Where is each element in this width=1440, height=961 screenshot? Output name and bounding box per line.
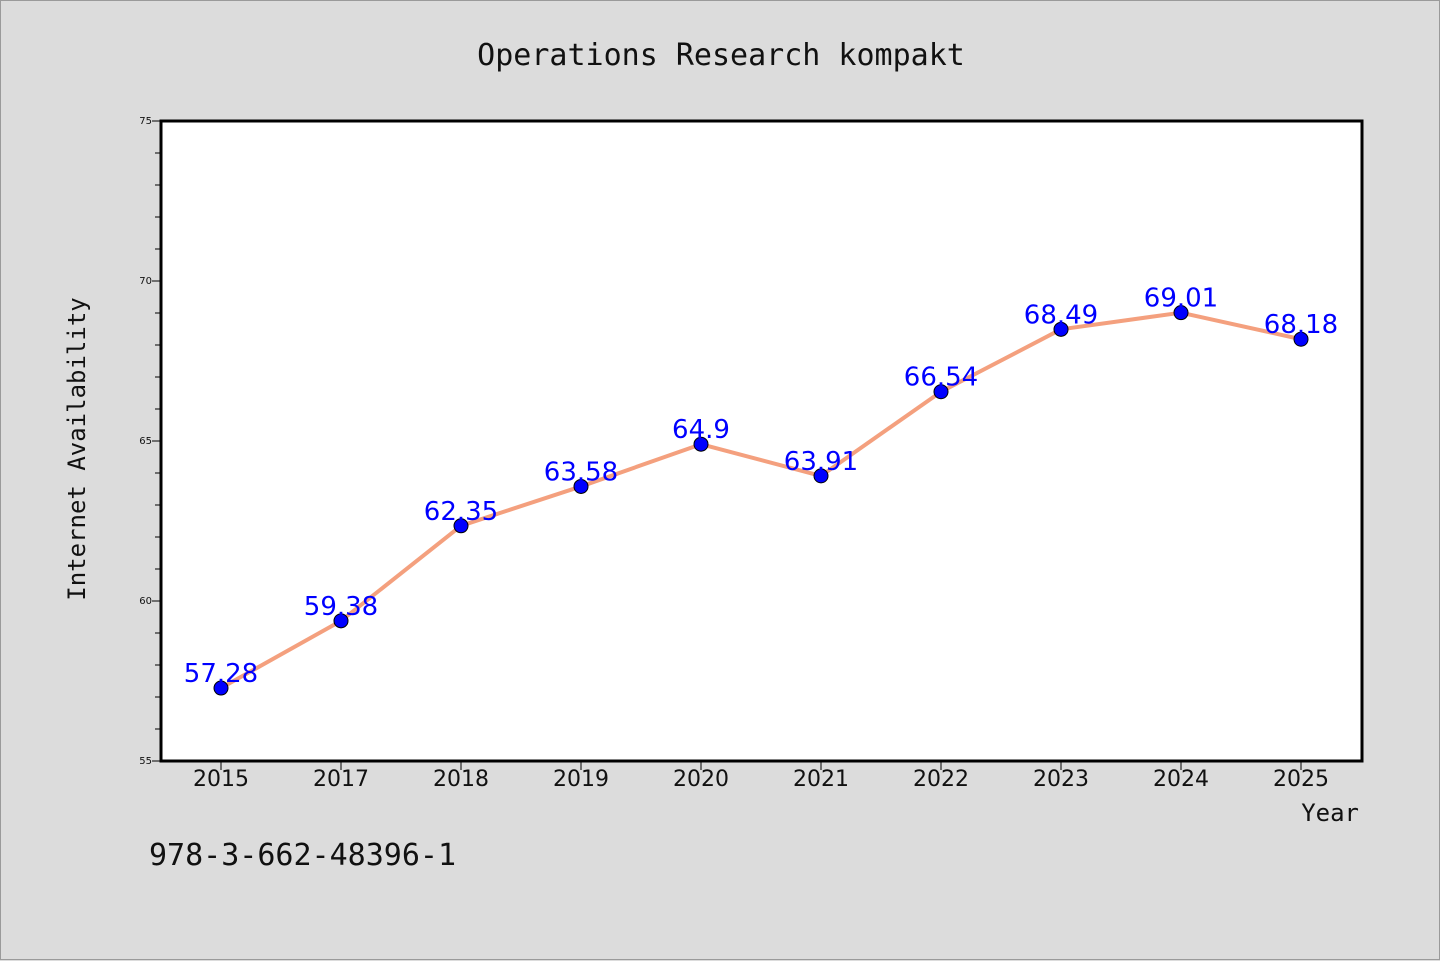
y-axis-label: Internet Availability: [63, 297, 91, 600]
data-label: 57.28: [184, 659, 258, 689]
data-point: [1053, 321, 1069, 337]
data-label: 69.01: [1144, 284, 1218, 314]
series-line: [219, 310, 1303, 691]
data-label: 63.58: [544, 457, 618, 487]
data-point: [1293, 331, 1309, 347]
x-tick-label: 2015: [193, 767, 249, 792]
data-label: 64.9: [672, 415, 730, 445]
data-point: [573, 478, 589, 494]
data-point: [213, 680, 229, 696]
isbn-footer: 978-3-662-48396-1: [149, 838, 456, 873]
y-tick-label: 70: [139, 276, 152, 287]
x-tick-label: 2021: [793, 767, 849, 792]
data-point: [453, 518, 469, 534]
x-tick-label: 2023: [1033, 767, 1089, 792]
data-label: 68.49: [1024, 300, 1098, 330]
data-point: [1173, 305, 1189, 321]
data-label: 66.54: [904, 363, 978, 393]
data-point: [333, 613, 349, 629]
x-tick-label: 2024: [1153, 767, 1209, 792]
x-tick-label: 2022: [913, 767, 969, 792]
y-tick-label: 55: [139, 756, 152, 767]
x-tick-label: 2018: [433, 767, 489, 792]
data-label: 59.38: [304, 592, 378, 622]
x-axis: 2015 2017 2018 2019 2020 2021 2022 2023 2024 2025: [193, 761, 1329, 792]
data-series: 57.28 59.38 62.35 63.58 64.9 63.91 66.54 68.49 6…: [184, 284, 1338, 696]
y-tick-label: 60: [139, 596, 152, 607]
data-point: [813, 468, 829, 484]
x-axis-label: Year: [1301, 799, 1359, 827]
data-label: 63.91: [784, 447, 858, 477]
x-tick-label: 2025: [1273, 767, 1329, 792]
y-tick-label: 75: [139, 116, 152, 127]
data-point: [933, 384, 949, 400]
plot-area: [159, 119, 1364, 763]
data-label: 62.35: [424, 497, 498, 527]
data-point: [693, 436, 709, 452]
x-tick-label: 2019: [553, 767, 609, 792]
y-axis: 55 60 65 70 75: [139, 116, 161, 767]
x-tick-label: 2017: [313, 767, 369, 792]
x-tick-label: 2020: [673, 767, 729, 792]
y-tick-label: 65: [139, 436, 152, 447]
data-label: 68.18: [1264, 310, 1338, 340]
chart-title: Operations Research kompakt: [477, 38, 965, 73]
